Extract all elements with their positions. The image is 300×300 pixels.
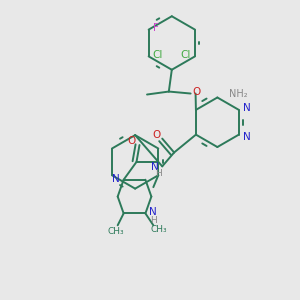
Text: N: N: [243, 103, 250, 113]
Text: CH₃: CH₃: [151, 225, 168, 234]
Text: CH₃: CH₃: [107, 227, 124, 236]
Text: O: O: [152, 130, 160, 140]
Text: N: N: [243, 132, 250, 142]
Text: NH₂: NH₂: [229, 88, 248, 98]
Text: H: H: [150, 216, 157, 225]
Text: O: O: [128, 136, 136, 146]
Text: Cl: Cl: [181, 50, 191, 60]
Text: N: N: [149, 207, 157, 218]
Text: O: O: [192, 86, 201, 97]
Text: H: H: [155, 169, 162, 178]
Text: N: N: [152, 162, 159, 172]
Text: N: N: [112, 174, 120, 184]
Text: Cl: Cl: [152, 50, 163, 60]
Text: F: F: [153, 22, 158, 33]
